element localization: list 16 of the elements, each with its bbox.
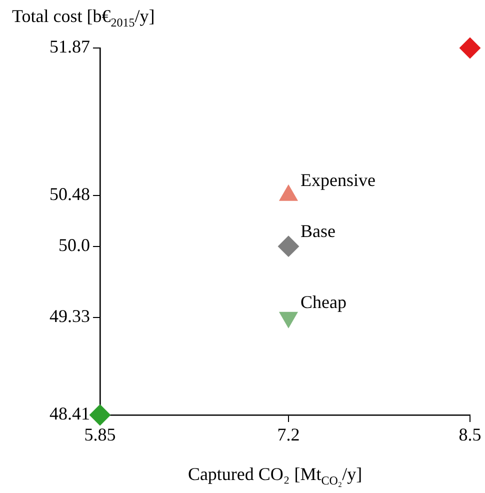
y-axis-title: Total cost [b€$_{2015}$/y] [12,6,155,31]
x-tick-label: 7.2 [277,424,300,445]
x-axis-title: Captured CO₂ [Mt$_{CO₂}$/y] [188,464,362,489]
series-label: Base [300,221,336,242]
point [460,38,480,58]
y-tick-label: 50.48 [50,184,90,204]
series-label: Expensive [300,170,376,190]
point [90,404,110,426]
point [278,236,299,257]
y-tick-label: 51.87 [50,36,90,57]
x-tick-label: 5.85 [84,424,116,445]
y-tick-label: 49.33 [50,306,90,326]
series-label: Cheap [300,292,346,312]
y-tick-label: 48.41 [50,404,90,424]
x-tick-label: 8.5 [458,424,482,445]
y-tick-label: 50.0 [58,235,90,256]
